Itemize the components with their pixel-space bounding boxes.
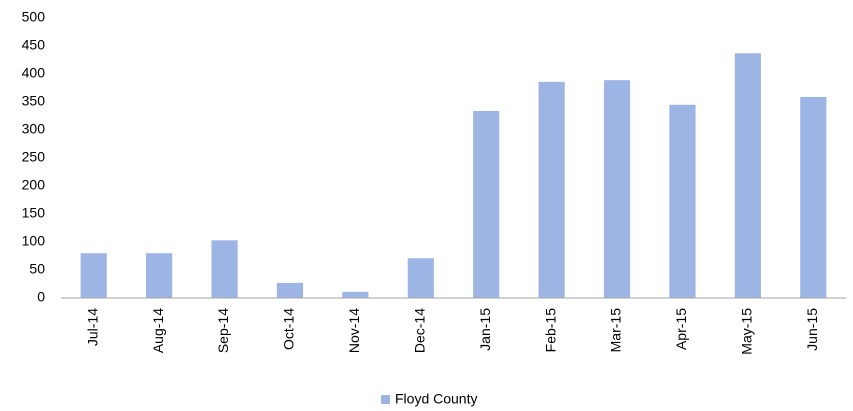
bar [669, 104, 696, 298]
bar [407, 258, 434, 298]
bar [80, 253, 107, 298]
bar [276, 282, 304, 298]
y-tick-label: 200 [22, 177, 46, 193]
legend-swatch [381, 395, 390, 404]
x-tick-label: Sep-14 [215, 308, 231, 353]
x-tick-label: Jul-14 [84, 308, 100, 346]
y-tick-label: 300 [22, 121, 46, 137]
x-tick-label: Oct-14 [281, 308, 297, 350]
y-tick-label: 350 [22, 93, 46, 109]
y-tick-label: 0 [37, 289, 45, 305]
y-tick-label: 150 [22, 205, 46, 221]
x-tick-label: Jan-15 [477, 308, 493, 351]
legend-label: Floyd County [395, 391, 477, 407]
bar [342, 291, 369, 298]
x-tick-label: Mar-15 [608, 308, 624, 353]
bar [734, 53, 761, 298]
bar [603, 80, 631, 298]
x-tick-label: Jun-15 [804, 308, 820, 351]
bar [146, 253, 173, 298]
y-tick-label: 450 [22, 37, 46, 53]
bar [800, 96, 827, 299]
x-tick-label: May-15 [739, 308, 755, 355]
x-tick-label: Feb-15 [542, 308, 558, 353]
bar [211, 240, 238, 298]
y-tick-label: 500 [22, 9, 46, 25]
bar [538, 81, 565, 298]
bar [473, 110, 500, 299]
y-tick-label: 50 [29, 261, 45, 277]
y-tick-label: 400 [22, 65, 46, 81]
x-tick-label: Nov-14 [346, 308, 362, 353]
y-tick-label: 250 [22, 149, 46, 165]
y-tick-label: 100 [22, 233, 46, 249]
x-tick-label: Apr-15 [673, 308, 689, 350]
x-tick-label: Aug-14 [150, 308, 166, 353]
x-tick-label: Dec-14 [411, 308, 427, 353]
